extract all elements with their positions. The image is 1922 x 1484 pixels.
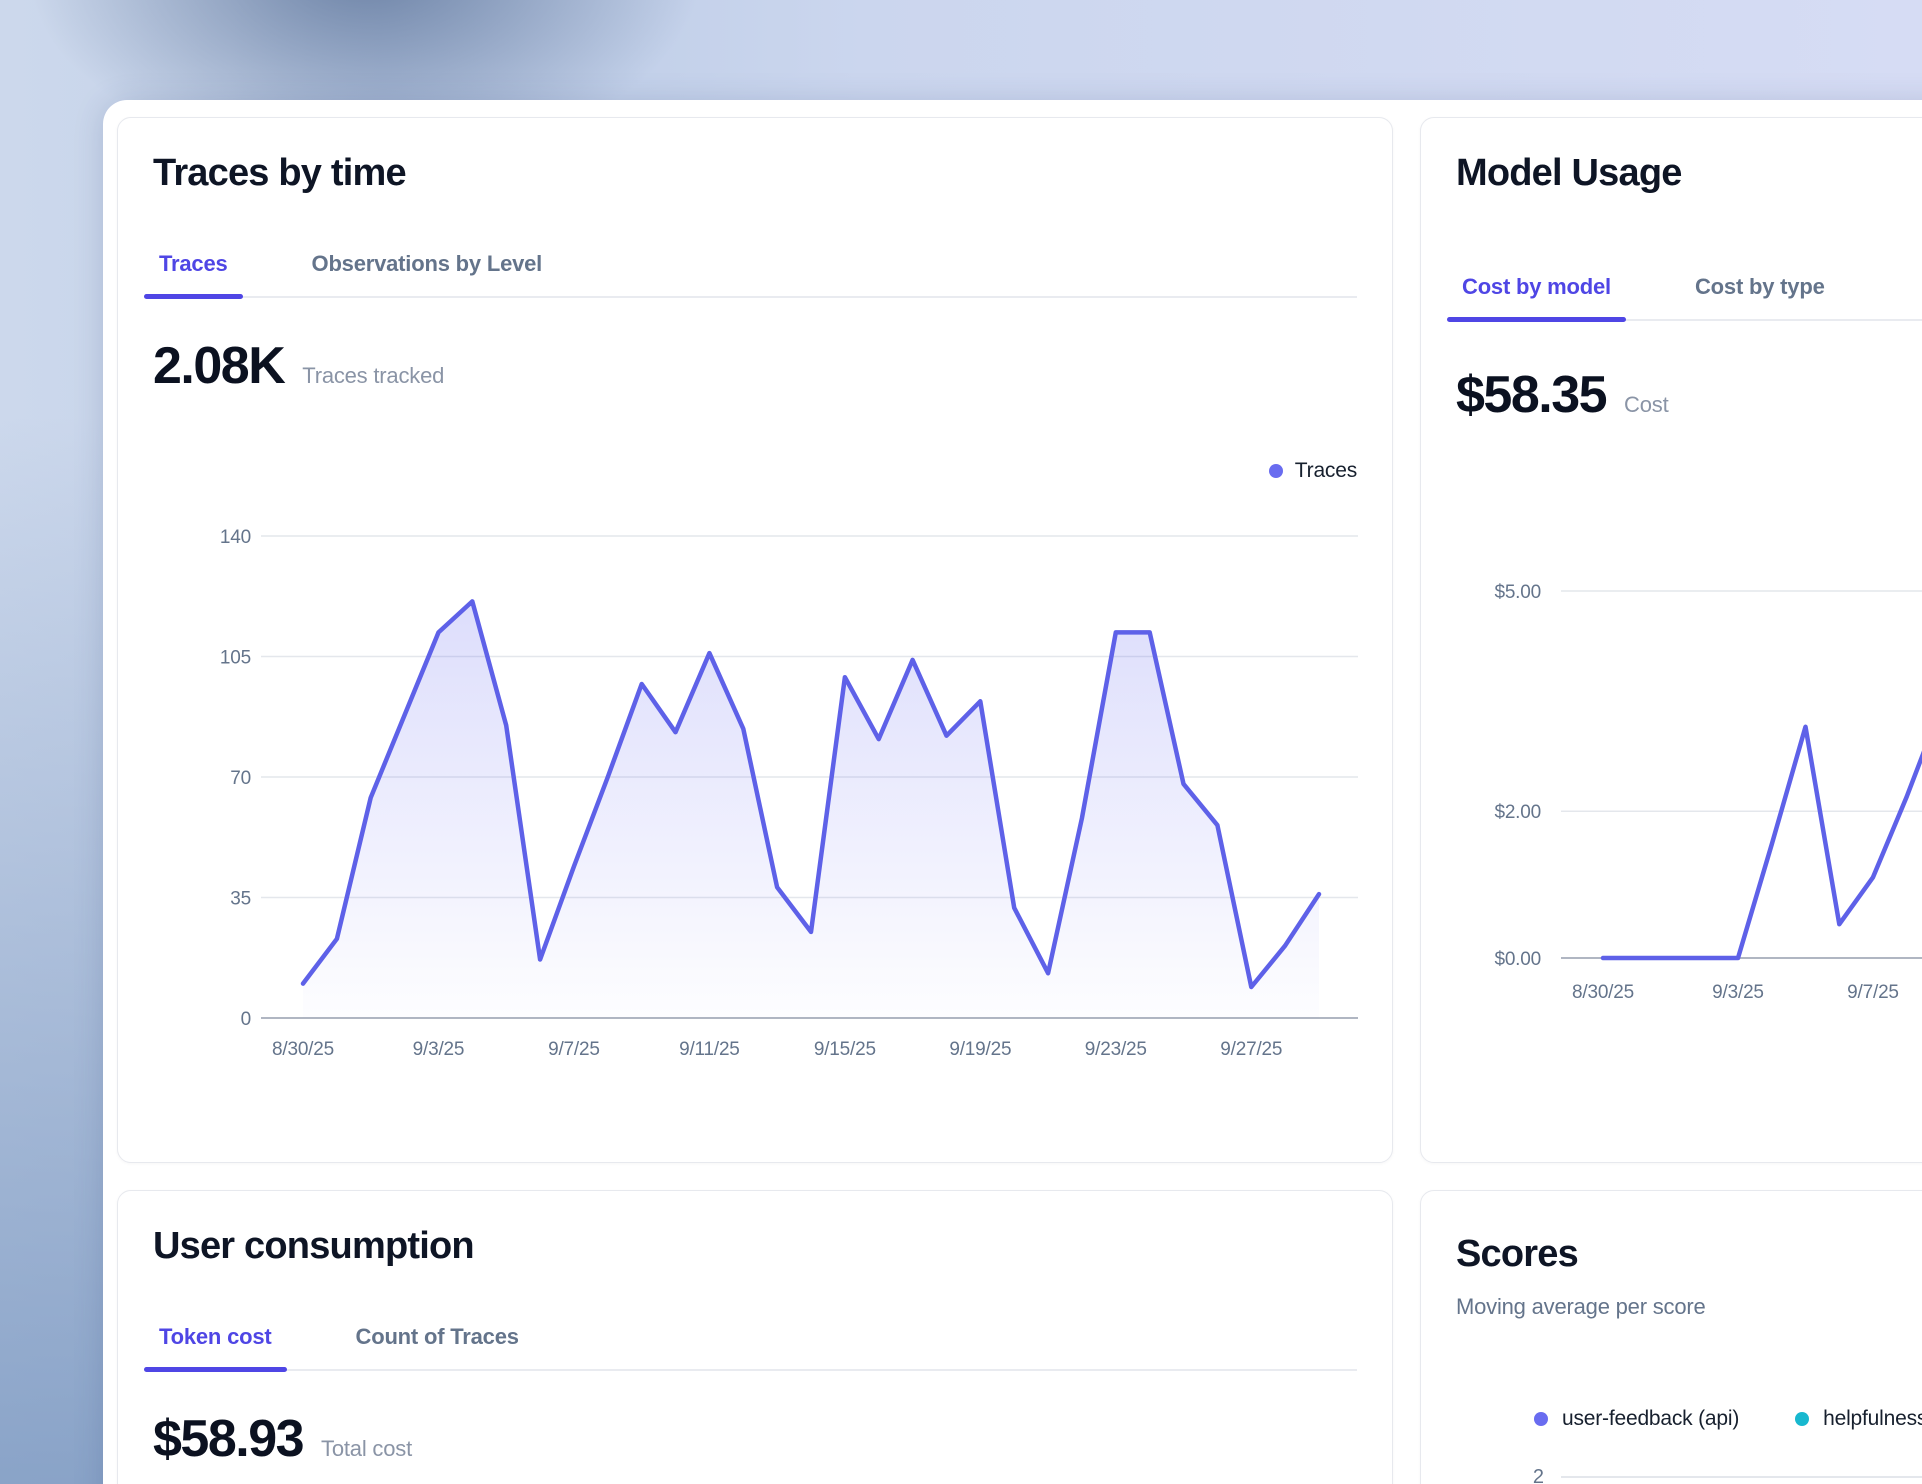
- svg-text:9/23/25: 9/23/25: [1085, 1039, 1147, 1060]
- svg-text:9/7/25: 9/7/25: [1847, 982, 1899, 1003]
- traces-legend-dot-icon: [1268, 464, 1283, 478]
- traces-by-time-tabs: Traces Observations by Level: [144, 249, 1357, 299]
- helpfulness-legend-label: helpfulness: [1823, 1407, 1922, 1430]
- svg-text:35: 35: [230, 889, 251, 910]
- model-usage-card: Model Usage Cost by model Cost by type $…: [1420, 117, 1922, 1163]
- svg-text:9/3/25: 9/3/25: [413, 1039, 465, 1060]
- svg-text:105: 105: [220, 648, 251, 669]
- tab-count-of-traces[interactable]: Count of Traces: [350, 1322, 525, 1369]
- scores-chart-legend: user-feedback (api) helpfulness: [1534, 1406, 1922, 1432]
- svg-text:9/3/25: 9/3/25: [1712, 982, 1764, 1003]
- traces-metric-label: Traces tracked: [302, 363, 445, 388]
- svg-text:8/30/25: 8/30/25: [1572, 982, 1634, 1003]
- svg-text:9/15/25: 9/15/25: [814, 1039, 876, 1060]
- svg-text:140: 140: [220, 527, 251, 548]
- user-feedback-legend-dot-icon: [1534, 1412, 1548, 1426]
- tab-cost-by-type[interactable]: Cost by type: [1689, 272, 1831, 319]
- svg-text:9/19/25: 9/19/25: [949, 1039, 1011, 1060]
- user-consumption-card: User consumption Token cost Count of Tra…: [117, 1190, 1393, 1484]
- tab-observations-by-level[interactable]: Observations by Level: [306, 249, 549, 296]
- user-consumption-metric-label: Total cost: [321, 1436, 412, 1461]
- svg-text:9/7/25: 9/7/25: [548, 1039, 600, 1060]
- model-usage-metric-value: $58.35: [1456, 366, 1608, 424]
- scores-ytick: 2: [1532, 1465, 1544, 1484]
- scores-card: Scores Moving average per score user-fee…: [1420, 1190, 1922, 1484]
- svg-text:8/30/25: 8/30/25: [272, 1039, 334, 1060]
- traces-by-time-title: Traces by time: [153, 152, 407, 194]
- model-usage-title: Model Usage: [1456, 152, 1682, 194]
- svg-text:$0.00: $0.00: [1494, 949, 1541, 970]
- tab-traces[interactable]: Traces: [144, 249, 243, 299]
- tab-cost-by-model[interactable]: Cost by model: [1447, 272, 1626, 322]
- traces-metric: 2.08K Traces tracked: [153, 338, 1357, 394]
- traces-line-chart[interactable]: 0 35 70 105 140 8/30/25 9/3/25 9/7/25 9/11/25 9/1…: [153, 502, 1358, 1062]
- model-usage-tabs: Cost by model Cost by type: [1447, 272, 1922, 322]
- svg-text:$5.00: $5.00: [1494, 582, 1541, 603]
- model-usage-metric: $58.35 Cost: [1456, 367, 1922, 423]
- user-consumption-title: User consumption: [153, 1225, 475, 1267]
- traces-legend-label: Traces: [1294, 459, 1357, 482]
- scores-axis-row: 2: [1456, 1464, 1922, 1484]
- svg-text:9/11/25: 9/11/25: [679, 1039, 740, 1060]
- scores-subtitle: Moving average per score: [1456, 1294, 1706, 1319]
- user-feedback-legend-label: user-feedback (api): [1562, 1407, 1740, 1430]
- model-usage-metric-label: Cost: [1624, 392, 1669, 417]
- traces-chart-legend: Traces: [153, 458, 1357, 484]
- user-consumption-tabs: Token cost Count of Traces: [144, 1322, 1357, 1372]
- traces-metric-value: 2.08K: [153, 337, 286, 395]
- traces-by-time-card: Traces by time Traces Observations by Le…: [117, 117, 1393, 1163]
- scores-gridline: [1561, 1476, 1922, 1478]
- tab-token-cost[interactable]: Token cost: [144, 1322, 286, 1372]
- user-consumption-metric: $58.93 Total cost: [153, 1411, 1357, 1467]
- user-consumption-metric-value: $58.93: [153, 1410, 305, 1468]
- scores-title: Scores: [1456, 1233, 1579, 1275]
- svg-text:9/27/25: 9/27/25: [1220, 1039, 1282, 1060]
- svg-text:$2.00: $2.00: [1494, 802, 1541, 823]
- model-usage-line-chart[interactable]: $0.00 $2.00 $5.00 8/30/25 9/3/25 9/7/25: [1456, 562, 1922, 1022]
- svg-text:0: 0: [241, 1009, 251, 1030]
- helpfulness-legend-dot-icon: [1795, 1412, 1810, 1426]
- svg-text:70: 70: [230, 768, 251, 789]
